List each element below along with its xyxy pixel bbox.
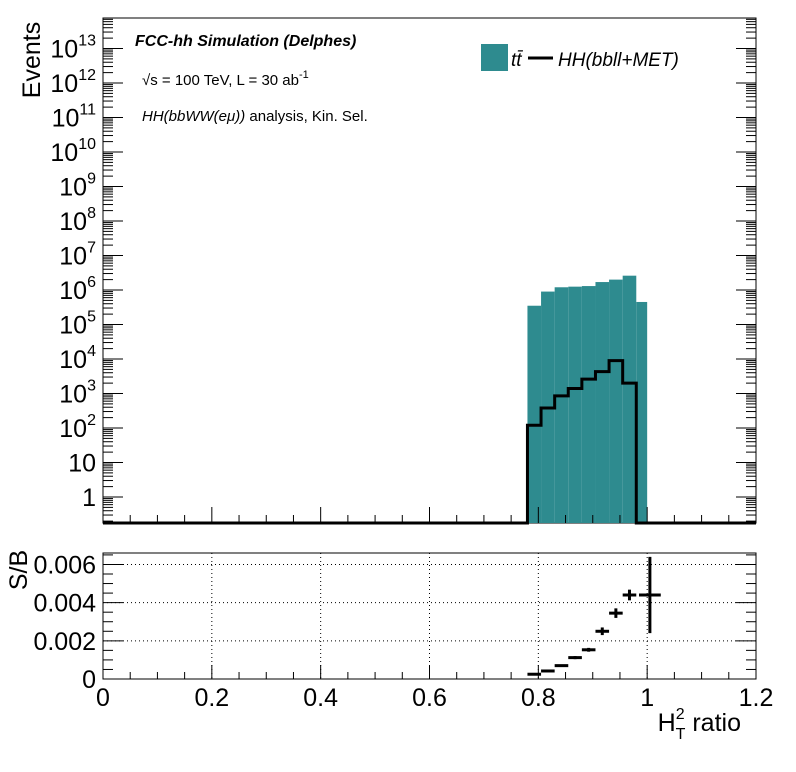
annotation-analysis: HH(bbWW(eμ)) analysis, Kin. Sel. [142, 108, 368, 125]
main-y-tick-label: 1012 [50, 67, 96, 98]
ratio-x-tick-label: 0.4 [303, 684, 338, 712]
main-plot-frame [102, 17, 757, 524]
main-y-tick-label: 1010 [50, 136, 96, 167]
ratio-point [609, 608, 623, 618]
ratio-point [541, 669, 555, 673]
background-bar [554, 287, 569, 523]
legend-background-swatch [481, 44, 508, 71]
background-bar [636, 301, 648, 523]
ratio-x-tick-label: 0.6 [412, 684, 447, 712]
ratio-x-axis-label: H2 T ratio [658, 706, 741, 743]
annotation-title: FCC-hh Simulation (Delphes) [135, 33, 356, 50]
ratio-point [527, 672, 542, 676]
main-y-tick-label: 1 [82, 484, 96, 512]
main-y-tick-label: 105 [59, 309, 96, 340]
main-y-tick-label: 1011 [52, 102, 97, 133]
ratio-y-tick-label: 0.002 [33, 628, 96, 656]
ratio-y-tick-label: 0.004 [33, 590, 96, 618]
ratio-point [554, 664, 569, 668]
ratio-x-tick-label: 1.2 [739, 684, 774, 712]
legend-signal-label: HH(bbll+MET) [558, 50, 679, 71]
ratio-point [581, 647, 596, 652]
ratio-point [639, 556, 661, 634]
main-y-tick-label: 102 [59, 412, 96, 443]
main-y-tick-label: 103 [59, 378, 96, 409]
ratio-x-tick-label: 0.8 [521, 684, 556, 712]
ratio-y-tick-label: 0.006 [33, 551, 96, 579]
main-y-tick-label: 109 [59, 171, 96, 202]
ratio-point [595, 627, 610, 636]
main-y-tick-label: 10 [68, 450, 96, 478]
ratio-x-tick-label: 0.2 [194, 684, 229, 712]
annotation-energy-lumi: √s = 100 TeV, L = 30 ab-1 [142, 69, 309, 89]
main-y-tick-label: 108 [59, 205, 96, 236]
ratio-point [622, 589, 637, 601]
ratio-point [568, 656, 582, 660]
background-bar [527, 305, 542, 523]
main-y-tick-label: 104 [59, 343, 96, 374]
main-y-tick-label: 107 [59, 240, 96, 271]
background-bar [568, 286, 582, 523]
ratio-x-tick-label: 1 [640, 684, 654, 712]
ratio-x-tick-label: 0 [96, 684, 110, 712]
ratio-y-tick-label: 0 [82, 666, 96, 694]
background-bar [581, 286, 596, 523]
ratio-plot-frame [102, 552, 757, 680]
ratio-y-axis-label: S/B [5, 550, 33, 590]
legend-background-label: tt̄ [511, 50, 523, 71]
main-y-tick-label: 106 [59, 274, 96, 305]
background-bar [622, 275, 637, 523]
main-y-axis-label: Events [18, 22, 46, 98]
background-bar [595, 282, 610, 523]
background-bar [609, 279, 623, 523]
signal-step-line [103, 359, 756, 525]
main-y-tick-label: 1013 [50, 33, 96, 64]
